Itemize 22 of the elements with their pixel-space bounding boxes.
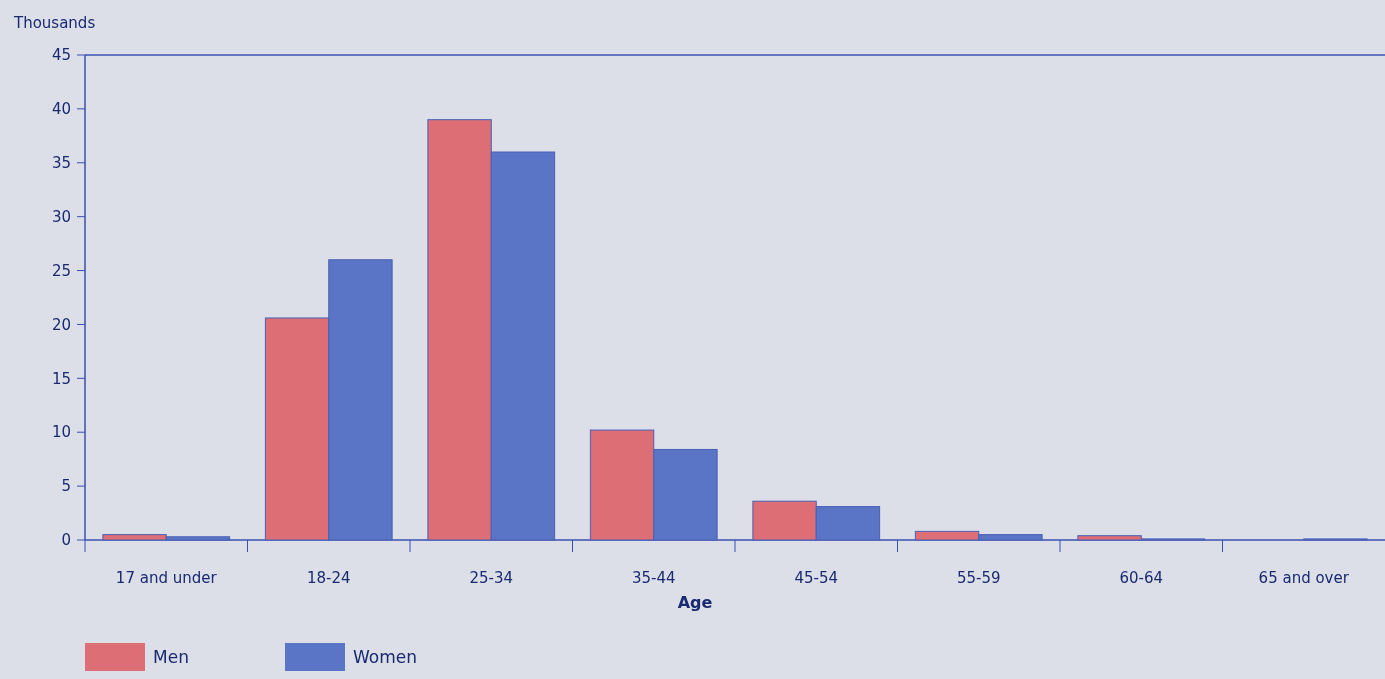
y-tick-label: 0 <box>61 531 71 550</box>
x-axis-title: Age <box>677 593 713 612</box>
legend-label: Men <box>153 647 189 667</box>
legend-label: Women <box>353 647 418 667</box>
x-tick-label: 55-59 <box>956 569 1001 587</box>
x-tick-label: 25-34 <box>469 569 514 587</box>
y-tick-label: 45 <box>51 46 71 65</box>
y-tick-label: 30 <box>51 207 71 226</box>
x-tick-label: 60-64 <box>1119 569 1164 587</box>
y-tick-label: 25 <box>51 261 71 280</box>
x-tick-label: 17 and under <box>115 569 218 587</box>
x-tick-label: 35-44 <box>631 569 676 587</box>
x-tick-label: 45-54 <box>794 569 839 587</box>
y-tick-label: 20 <box>51 315 71 334</box>
y-tick-label: 10 <box>51 423 71 442</box>
y-tick-label: 5 <box>61 477 71 496</box>
y-tick-label: 15 <box>51 369 71 388</box>
y-axis-title: Thousands <box>13 14 96 32</box>
y-tick-label: 40 <box>51 100 71 119</box>
x-tick-label: 65 and over <box>1258 569 1350 587</box>
y-tick-label: 35 <box>51 154 71 173</box>
x-tick-label: 18-24 <box>306 569 351 587</box>
